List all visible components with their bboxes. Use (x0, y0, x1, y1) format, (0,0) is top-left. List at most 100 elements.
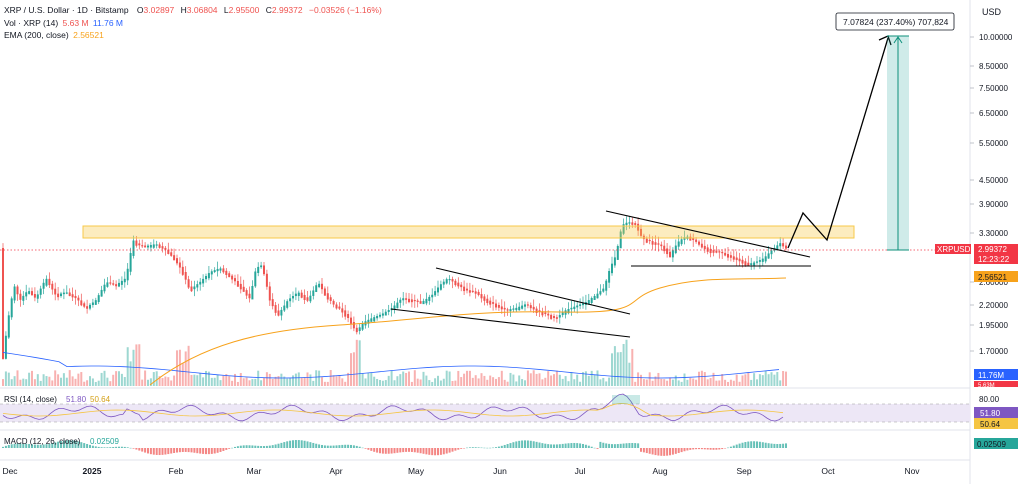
volume-bar (651, 380, 654, 386)
macd-histogram-bar (628, 443, 631, 448)
candle-body (393, 305, 396, 310)
macd-histogram-bar (77, 441, 80, 448)
macd-histogram-bar (718, 448, 721, 450)
volume-bar (379, 379, 381, 386)
candle-body (118, 282, 120, 287)
volume-bar (683, 373, 686, 386)
volume-bar (213, 377, 216, 386)
candle-body (613, 257, 616, 266)
volume-bar (144, 370, 147, 386)
candle-body (709, 248, 712, 254)
symbol-title: XRP / U.S. Dollar · 1D · Bitstamp (4, 5, 129, 15)
volume-bar (570, 372, 573, 386)
volume-bar (779, 380, 782, 386)
volume-bar (732, 380, 735, 386)
macd-histogram-bar (65, 440, 68, 448)
candle-body (706, 247, 709, 252)
volume-bar (170, 380, 173, 386)
volume-bar (228, 376, 231, 386)
volume-bar (451, 381, 454, 386)
candle-body (141, 245, 144, 247)
volume-bar (390, 370, 393, 386)
volume-bar (74, 378, 77, 386)
volume-bar (396, 376, 399, 386)
candle-body (570, 307, 573, 310)
macd-histogram-bar (686, 448, 689, 451)
overlays: 7.07824 (237.40%) 707,824 (0, 12, 970, 386)
candle-body (460, 284, 463, 288)
volume-bar (703, 372, 706, 386)
macd-histogram-bar (492, 447, 495, 449)
macd-histogram-bar (756, 441, 758, 448)
volume-bar (434, 378, 437, 386)
macd-histogram-bar (202, 448, 205, 454)
macd-histogram-bar (309, 442, 312, 448)
candle-body (480, 294, 483, 299)
candle-body (16, 286, 19, 295)
volume-bar (292, 375, 294, 386)
volume-bar (492, 377, 495, 386)
candle-body (292, 296, 294, 299)
macd-histogram-bar (231, 447, 234, 449)
volume-bar (553, 374, 555, 386)
volume-bar (677, 380, 680, 386)
macd-histogram-bar (94, 446, 97, 448)
macd-histogram-bar (350, 444, 352, 448)
candle-body (631, 222, 634, 225)
volume-bar (767, 374, 770, 386)
macd-histogram-bar (471, 447, 474, 448)
candle-body (268, 286, 271, 301)
volume-bar (770, 372, 773, 386)
open-label: O (136, 5, 144, 15)
time-axis-label: May (408, 466, 425, 476)
candle-body (239, 283, 242, 290)
macd-histogram-bar (671, 448, 674, 455)
macd-histogram-bar (738, 443, 741, 448)
volume-bar (138, 344, 141, 386)
volume-bar (535, 373, 538, 386)
candle-body (593, 295, 596, 300)
candle-body (271, 299, 274, 307)
macd-histogram-bar (234, 446, 236, 448)
volume-bar (526, 370, 529, 386)
macd-histogram-bar (590, 446, 593, 448)
volume-bar (91, 378, 94, 386)
macd-histogram-bar (747, 441, 750, 448)
candle-body (724, 252, 727, 256)
volume-bar (54, 370, 57, 386)
volume-bar (495, 378, 497, 386)
volume-bar (721, 374, 724, 386)
candle-body (526, 304, 529, 306)
candle-body (115, 284, 118, 287)
volume-bar (147, 379, 149, 386)
macd-histogram-bar (497, 446, 500, 448)
volume-bar (764, 370, 767, 386)
candle-body (274, 305, 277, 313)
volume-bar (576, 374, 579, 386)
volume-bar (51, 380, 54, 386)
volume-bar (642, 379, 645, 386)
candle-body (222, 268, 225, 273)
volume-bar (236, 381, 239, 386)
candle-body (341, 308, 344, 313)
macd-histogram-bar (80, 442, 83, 448)
candle-body (228, 273, 231, 278)
candle-body (205, 276, 207, 280)
volume-bar (158, 376, 161, 386)
macd-histogram-bar (205, 448, 207, 455)
volume-bar (83, 381, 86, 386)
volume-bar (599, 379, 602, 386)
macd-histogram-bar (332, 445, 335, 448)
candle-body (654, 242, 657, 245)
macd-histogram-bar (16, 443, 19, 448)
volume-bar (544, 377, 547, 386)
candle-body (596, 293, 599, 299)
macd-histogram-bar (323, 445, 326, 448)
candle-body (173, 255, 176, 261)
volume-bar (660, 378, 663, 386)
candle-body (338, 306, 341, 309)
candle-body (500, 306, 503, 310)
macd-histogram-bar (555, 444, 558, 448)
candle-body (326, 293, 329, 300)
